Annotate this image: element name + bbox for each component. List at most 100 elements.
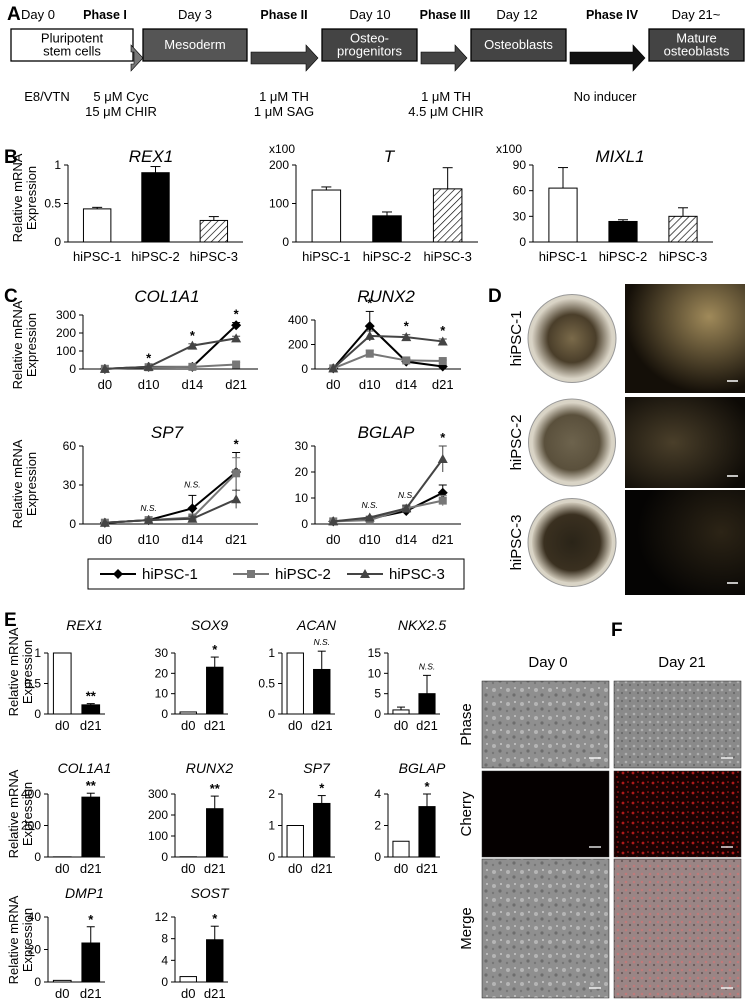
y-tick-label: 0 (282, 235, 289, 249)
panel-label-b: B (4, 147, 18, 168)
condition-label: E8/VTN (24, 89, 70, 104)
y-tick-label: 0 (54, 235, 61, 249)
y-tick-label: 0 (268, 850, 275, 864)
significance-star: ** (86, 689, 97, 704)
x-tick-label: hiPSC-3 (190, 249, 238, 264)
chart-title: RUNX2 (357, 287, 415, 306)
x-tick-label: d0 (55, 861, 69, 876)
y-tick-label: 200 (269, 158, 289, 172)
ns-label: N.S. (361, 500, 378, 510)
panel-label-c: C (4, 286, 18, 307)
panel-label-f: F (611, 620, 623, 641)
stage-label: Osteoblasts (484, 37, 553, 52)
x-tick-label: d21 (225, 377, 247, 392)
chart-c-runx2: RUNX2 0 200 400 d0 d10 d14 d21 * * * (288, 287, 461, 392)
y-axis-label: Expression (20, 640, 35, 704)
y-tick-label: 200 (148, 808, 168, 822)
y-axis-label: Expression (24, 313, 39, 377)
marker-triangle (231, 494, 242, 504)
x-tick-label: d21 (432, 377, 454, 392)
marker-diamond (113, 569, 123, 579)
condition-label: 15 μM CHIR (85, 104, 157, 119)
bar (608, 220, 638, 243)
y-tick-label: 200 (288, 338, 308, 352)
x-tick-label: d0 (55, 986, 69, 1001)
x-tick-label: d0 (181, 861, 195, 876)
y-tick-label: 0 (34, 707, 41, 721)
row-label: hiPSC-3 (508, 515, 525, 571)
y-tick-label: 12 (155, 910, 169, 924)
y-tick-label: 1 (54, 158, 61, 172)
marker-square (232, 360, 241, 369)
bar (81, 796, 101, 858)
micrograph (625, 284, 745, 393)
bar (392, 709, 410, 715)
y-tick-label: 20 (28, 943, 42, 957)
y-tick-label: 2 (268, 787, 275, 801)
stage-label: Pluripotent (41, 31, 104, 46)
culture-dish-stain (532, 403, 612, 482)
chart-e-acan: ACAN 0 0.5 1 d0 d21 N.S. (258, 617, 337, 733)
series-line (333, 491, 444, 523)
bar (392, 840, 410, 858)
bar (82, 208, 112, 243)
stage-box (321, 28, 418, 62)
x-tick-label: d21 (204, 718, 226, 733)
x-tick-label: d14 (182, 377, 204, 392)
x-tick-label: d0 (288, 718, 302, 733)
panel-f-images: Day 0 Day 21 Phase Cherry Merge (458, 654, 742, 999)
day-label: Day 3 (178, 7, 212, 22)
bar (81, 942, 101, 983)
series-line (104, 324, 237, 370)
significance-star: * (190, 328, 196, 343)
y-tick-label: 4 (161, 953, 168, 967)
x-tick-label: hiPSC-2 (131, 249, 179, 264)
marker-triangle (99, 363, 110, 373)
y-axis-label: Expression (24, 166, 39, 230)
significance-star: * (440, 430, 446, 445)
y-tick-label: 0.5 (258, 677, 275, 691)
chart-title: NKX2.5 (398, 617, 446, 633)
chart-e-sox9: SOX9 0 10 20 30 d0 d21 * (155, 617, 229, 733)
series-line (104, 472, 237, 524)
chart-title: REX1 (66, 617, 103, 633)
x-tick-label: hiPSC-3 (659, 249, 707, 264)
x-tick-label: d21 (204, 986, 226, 1001)
x-tick-label: hiPSC-1 (302, 249, 350, 264)
y-tick-label: 0 (301, 517, 308, 531)
chart-e-runx2: RUNX2 0 100 200 300 d0 d21 ** (148, 760, 233, 876)
row-label: Phase (458, 703, 475, 746)
y-tick-label: 30 (155, 646, 169, 660)
bar (372, 215, 402, 243)
y-tick-label: 40 (28, 910, 42, 924)
y-tick-label: 0 (374, 850, 381, 864)
y-axis-label: Relative mRNA (6, 895, 21, 984)
series-line (332, 334, 443, 370)
y-tick-label: 0 (519, 235, 526, 249)
axis-multiplier: x100 (269, 142, 295, 156)
significance-star: * (146, 350, 152, 365)
y-tick-label: 30 (513, 209, 527, 223)
chart-title: SOST (190, 885, 230, 901)
phase-arrow (569, 44, 646, 72)
stage-label: stem cells (43, 44, 101, 59)
y-axis-label: Expression (20, 782, 35, 846)
ns-label: N.S. (184, 479, 201, 489)
y-axis-label: Expression (20, 908, 35, 972)
marker-triangle (364, 330, 375, 340)
y-tick-label: 20 (155, 666, 169, 680)
micrograph (481, 858, 610, 999)
legend-entry: hiPSC-1 (142, 566, 198, 583)
y-tick-label: 300 (148, 787, 168, 801)
ns-label: N.S. (398, 490, 415, 500)
x-tick-label: hiPSC-2 (363, 249, 411, 264)
x-tick-label: d21 (311, 718, 333, 733)
marker-triangle (437, 454, 448, 463)
marker-triangle (231, 333, 242, 343)
panel-label-e: E (4, 610, 17, 631)
column-header: Day 0 (528, 654, 567, 671)
y-tick-label: 300 (56, 308, 76, 322)
phase-label: Phase I (83, 8, 127, 22)
bar (199, 219, 229, 243)
y-tick-label: 30 (63, 478, 77, 492)
